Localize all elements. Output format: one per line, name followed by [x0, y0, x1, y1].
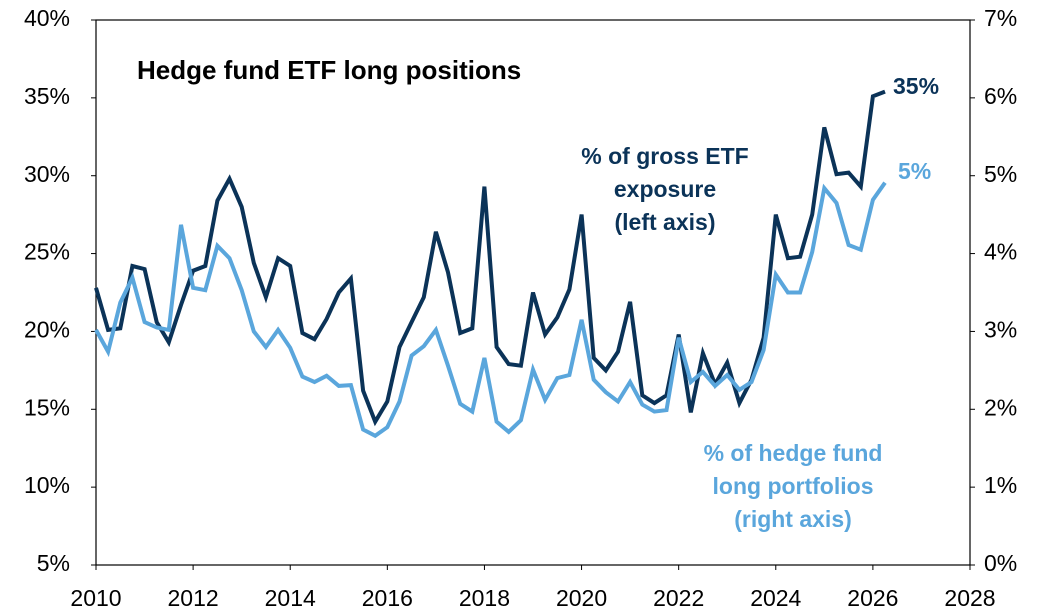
y-tick-label: 25%	[24, 239, 70, 265]
end-label: 5%	[898, 158, 931, 184]
x-tick-label: 2010	[70, 585, 121, 611]
x-tick-label: 2018	[459, 585, 510, 611]
y-tick-label: 35%	[24, 83, 70, 109]
x-tick-label: 2012	[168, 585, 219, 611]
x-tick-label: 2016	[362, 585, 413, 611]
series-label: % of gross ETF	[581, 143, 748, 169]
y2-tick-label: 2%	[984, 394, 1017, 420]
series-label: (left axis)	[615, 209, 716, 235]
y2-tick-label: 6%	[984, 83, 1017, 109]
series-label: (right axis)	[734, 506, 852, 532]
y2-tick-label: 0%	[984, 550, 1017, 576]
x-tick-label: 2020	[556, 585, 607, 611]
y-tick-label: 15%	[24, 394, 70, 420]
end-label: 35%	[893, 73, 939, 99]
y2-tick-label: 3%	[984, 317, 1017, 343]
series-label: exposure	[614, 176, 716, 202]
chart-title: Hedge fund ETF long positions	[137, 55, 521, 85]
y2-tick-label: 4%	[984, 239, 1017, 265]
y2-tick-label: 1%	[984, 472, 1017, 498]
y-tick-label: 30%	[24, 161, 70, 187]
y-tick-label: 20%	[24, 317, 70, 343]
y2-tick-label: 5%	[984, 161, 1017, 187]
series-label: % of hedge fund	[704, 440, 883, 466]
y-tick-label: 40%	[24, 5, 70, 31]
series-label: long portfolios	[713, 473, 874, 499]
x-tick-label: 2022	[653, 585, 704, 611]
y-tick-label: 5%	[37, 550, 70, 576]
x-tick-label: 2024	[750, 585, 801, 611]
series-line	[94, 181, 887, 439]
y2-tick-label: 7%	[984, 5, 1017, 31]
x-tick-label: 2026	[847, 585, 898, 611]
y-tick-label: 10%	[24, 472, 70, 498]
x-tick-label: 2014	[265, 585, 316, 611]
x-tick-label: 2028	[944, 585, 995, 611]
